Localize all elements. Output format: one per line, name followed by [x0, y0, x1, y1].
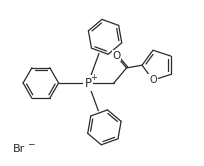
- Text: Br: Br: [13, 144, 25, 154]
- Text: +: +: [90, 73, 96, 82]
- Text: P: P: [84, 77, 91, 89]
- Text: O: O: [112, 51, 120, 61]
- Text: −: −: [27, 139, 34, 148]
- Text: O: O: [149, 75, 156, 85]
